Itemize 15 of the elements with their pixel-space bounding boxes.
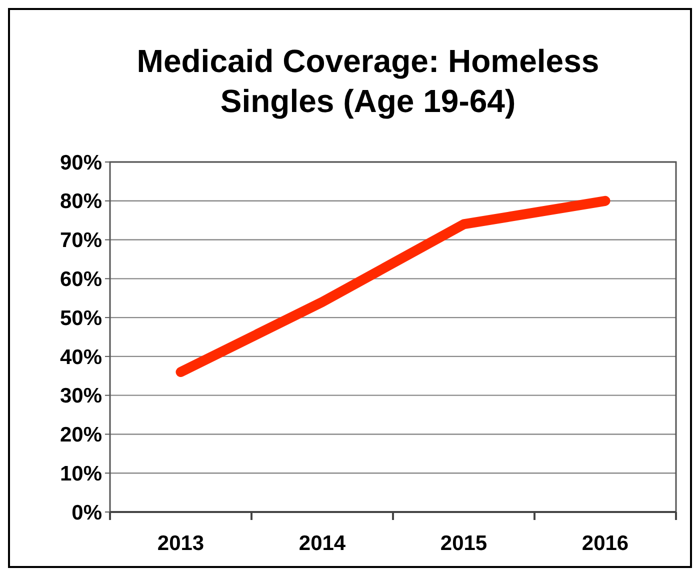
y-tick-label: 80% xyxy=(60,190,102,214)
y-tick-label: 20% xyxy=(60,424,102,447)
x-tick-label: 2015 xyxy=(440,532,488,555)
y-tick-label: 10% xyxy=(60,462,102,486)
y-tick-label: 0% xyxy=(72,501,102,524)
x-tick-label: 2014 xyxy=(298,532,346,555)
y-tick-label: 60% xyxy=(60,268,102,292)
x-tick-label: 2013 xyxy=(157,532,204,555)
y-tick-label: 50% xyxy=(60,306,102,330)
y-tick-label: 90% xyxy=(60,151,102,174)
y-tick-label: 30% xyxy=(60,384,102,408)
y-tick-label: 40% xyxy=(60,346,102,369)
chart-title: Medicaid Coverage: Homeless Singles (Age 19-64) xyxy=(136,43,600,119)
y-tick-label: 70% xyxy=(60,229,102,252)
x-tick-label: 2016 xyxy=(582,532,629,555)
